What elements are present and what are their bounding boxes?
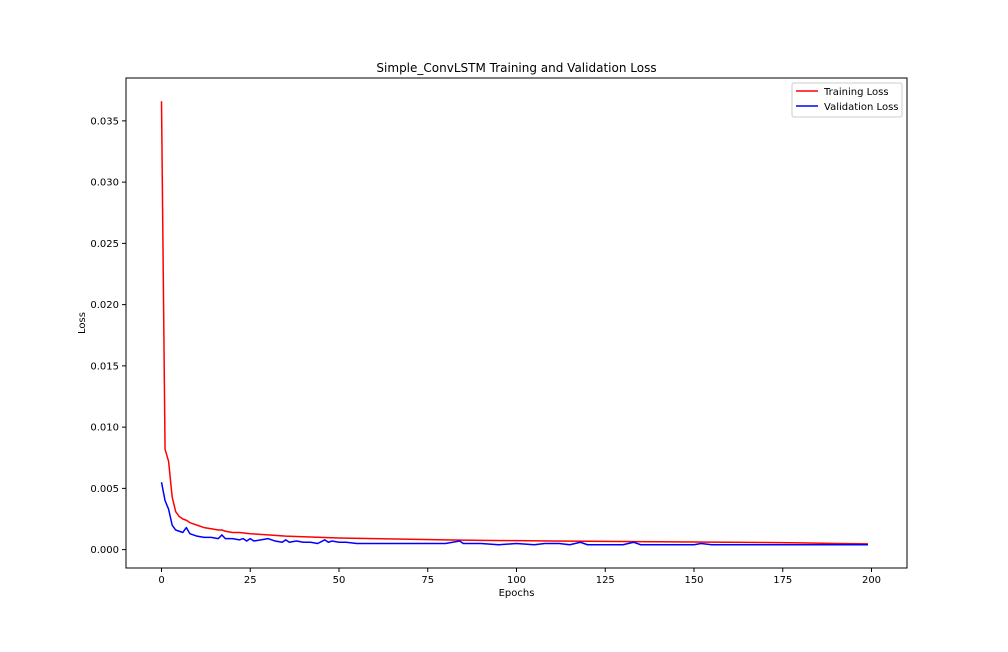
y-tick-label: 0.020 [90, 300, 119, 311]
x-tick-label: 75 [421, 575, 434, 586]
legend-label-validation: Validation Loss [824, 102, 899, 113]
chart-title: Simple_ConvLSTM Training and Validation … [376, 61, 656, 75]
y-axis-label: Loss [77, 312, 88, 334]
y-tick-label: 0.015 [90, 361, 119, 372]
y-tick-label: 0.030 [90, 178, 119, 189]
series-line-validation-loss [160, 482, 868, 546]
series-layer [160, 101, 868, 546]
plot-area [126, 78, 907, 568]
x-tick-label: 125 [596, 575, 615, 586]
legend-label-training: Training Loss [823, 87, 889, 98]
legend-box [791, 82, 903, 118]
y-tick-label: 0.010 [90, 423, 119, 434]
x-axis-label: Epochs [499, 588, 535, 599]
legend: Training Loss Validation Loss [791, 82, 903, 118]
y-tick-label: 0.000 [90, 545, 119, 556]
y-tick-label: 0.035 [90, 116, 119, 127]
tick-layer: 0 25 50 75 100 125 150 175 200 0.000 0.005 0.010 0.0… [90, 116, 881, 586]
y-tick-label: 0.025 [90, 239, 119, 250]
x-tick-label: 175 [773, 575, 792, 586]
plot-frame [125, 77, 908, 569]
x-tick-label: 150 [684, 575, 703, 586]
y-tick-label: 0.005 [90, 484, 119, 495]
x-tick-label: 100 [507, 575, 526, 586]
x-tick-label: 25 [244, 575, 257, 586]
x-tick-label: 0 [158, 575, 164, 586]
x-tick-label: 50 [333, 575, 346, 586]
series-line-training-loss [160, 101, 868, 545]
x-tick-label: 200 [862, 575, 881, 586]
